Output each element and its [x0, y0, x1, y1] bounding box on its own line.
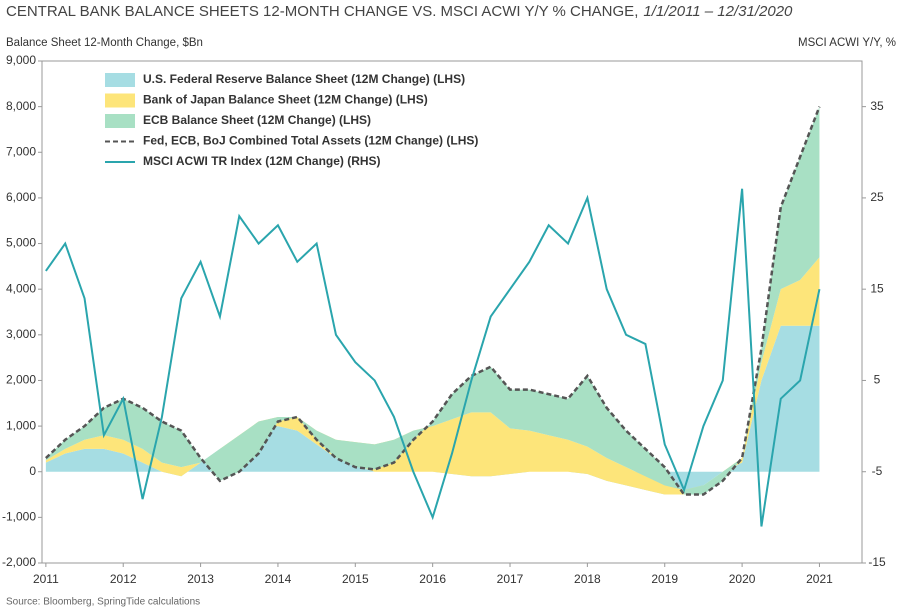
- y-tick-label: 9,000: [6, 53, 36, 67]
- y2-tick-label: 5: [874, 373, 881, 387]
- plot-area: [45, 106, 821, 527]
- x-tick-label: 2011: [33, 572, 59, 586]
- y2-tick-label: -5: [872, 464, 883, 478]
- y-tick-label: 0: [29, 464, 36, 478]
- y-tick-label: 1,000: [6, 418, 36, 432]
- line: [45, 106, 821, 496]
- y-tick-label: 4,000: [6, 281, 36, 295]
- y-tick-label: -1,000: [2, 510, 36, 524]
- y-tick-label: 8,000: [6, 99, 36, 113]
- line: [45, 188, 821, 527]
- x-tick-label: 2018: [574, 572, 601, 586]
- x-tick-label: 2012: [110, 572, 137, 586]
- y2-tick-label: 35: [870, 99, 884, 113]
- plot-frame: [41, 60, 863, 564]
- legend-label: Bank of Japan Balance Sheet (12M Change)…: [143, 93, 428, 107]
- chart-title: CENTRAL BANK BALANCE SHEETS 12-MONTH CHA…: [6, 3, 638, 20]
- x-tick-label: 2016: [419, 572, 446, 586]
- source: Source: Bloomberg, SpringTide calculatio…: [6, 597, 200, 608]
- y-tick-label: 5,000: [6, 236, 36, 250]
- x-tick-label: 2020: [729, 572, 756, 586]
- legend-swatch: [105, 114, 135, 128]
- y-tick-label: 2,000: [6, 373, 36, 387]
- y-tick-label: 6,000: [6, 190, 36, 204]
- legend-swatch: [105, 73, 135, 87]
- legend-label: U.S. Federal Reserve Balance Sheet (12M …: [143, 72, 465, 86]
- legend-swatch: [105, 93, 135, 108]
- y2-tick-label: -15: [868, 555, 886, 569]
- y-tick-label: 3,000: [6, 327, 36, 341]
- x-tick-label: 2013: [187, 572, 214, 586]
- legend-label: ECB Balance Sheet (12M Change) (LHS): [143, 113, 371, 127]
- x-tick-label: 2021: [806, 572, 833, 586]
- legend-label: Fed, ECB, BoJ Combined Total Assets (12M…: [143, 134, 478, 148]
- legend-label: MSCI ACWI TR Index (12M Change) (RHS): [143, 154, 381, 168]
- y-axis-label: Balance Sheet 12-Month Change, $Bn: [6, 37, 203, 49]
- chart-title-dates: 1/1/2011 – 12/31/2020: [643, 3, 793, 20]
- y2-tick-label: 15: [870, 281, 884, 295]
- x-tick-label: 2019: [651, 572, 678, 586]
- y2-axis-label: MSCI ACWI Y/Y, %: [798, 37, 896, 49]
- y2-tick-label: 25: [870, 190, 884, 204]
- x-tick-label: 2017: [497, 572, 524, 586]
- y-tick-label: -2,000: [2, 555, 36, 569]
- x-tick-label: 2014: [265, 572, 292, 586]
- x-tick-label: 2015: [342, 572, 369, 586]
- y-tick-label: 7,000: [6, 144, 36, 158]
